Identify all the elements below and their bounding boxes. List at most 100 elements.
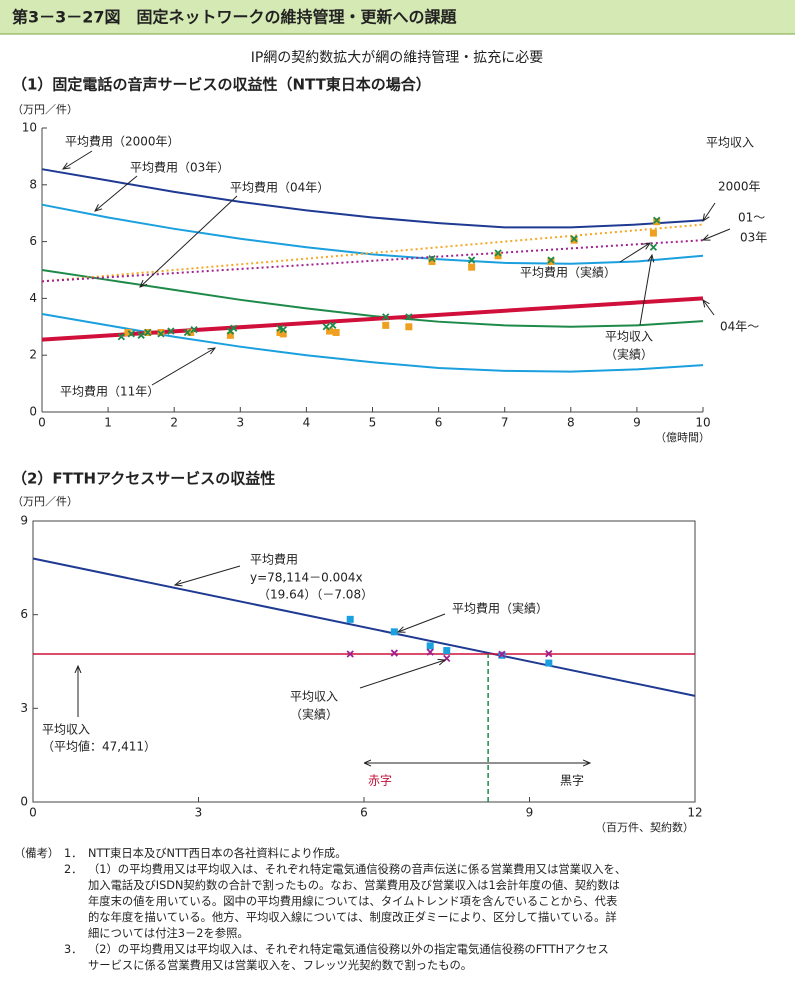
annotation: 平均費用（実績） [520,265,616,280]
annotation: 04年～ [720,320,759,334]
note-label [14,910,64,926]
note-num [64,894,88,910]
note-label [14,894,64,910]
point [124,328,132,336]
note-row: 年度末の値を用いている。図中の平均費用線については、タイムトレンド項を含んでいる… [14,894,789,910]
point [547,256,555,264]
arrow [398,613,446,632]
x-tick-label: 8 [567,416,575,430]
note-line: 的な年度を描いている。他方、平均収入線については、制度改正ダミーにより、区分して… [88,911,617,924]
annotation: 平均費用（04年） [230,180,329,195]
point [649,229,657,237]
point [137,331,145,339]
annotation: 平均収入 [290,690,338,704]
x-tick-label: 7 [501,416,509,430]
header-title: 第3－3－27図 固定ネットワークの維持管理・更新への課題 [12,8,458,27]
point [329,321,337,330]
annotation: 平均収入 [42,723,90,737]
x-tick-label: 9 [526,806,534,820]
point [426,648,434,656]
point [144,328,152,337]
note-line: 年度末の値を用いている。図中の平均費用線については、タイムトレンド項を含んでいる… [88,895,618,908]
plot-frame [32,520,696,803]
point [127,330,135,338]
subtitle: IP網の契約数拡大が網の維持管理・拡充に必要 [251,50,544,66]
note-num [64,958,88,974]
point [382,313,390,321]
note-label [14,862,64,878]
annotation: 平均費用（2000年） [65,134,180,149]
notes: （備考） 1． NTT東日本及びNTT西日本の各社資料により作成。 2． （1）の平均費… [14,846,789,974]
arrow [703,228,731,240]
note-num [64,910,88,926]
arrow [140,195,238,287]
annotation: 黒字 [560,773,584,788]
x-axis-label: （億時間） [655,431,710,444]
note-num: 3． [64,943,83,956]
point [545,659,553,667]
arrow [359,660,445,689]
x-tick-label: 0 [29,806,37,820]
annotation: （実績） [605,347,653,362]
line [41,269,704,328]
point [498,650,506,658]
arrow [639,255,652,326]
y-axis-label: （万円／件） [12,495,78,508]
point [157,328,165,336]
line [32,557,696,697]
chart-title: （1）固定電話の音声サービスの収益性（NTT東日本の場合） [12,76,431,94]
note-line: （2）の平均費用又は平均収入は、それぞれ特定電気通信役務以外の指定電気通信役務の… [88,943,609,956]
arrow [151,348,215,386]
point [322,323,330,331]
annotation: 平均収入 [605,330,653,344]
point [443,647,451,655]
annotation: 03年 [740,231,767,245]
point [183,328,192,337]
y-tick-label: 10 [22,121,37,135]
note-label [14,958,64,974]
annotation: 平均費用 [250,552,298,567]
point [332,328,340,336]
arrow [175,565,241,585]
line [41,203,704,265]
x-tick-label: 10 [695,416,710,430]
annotation: y=78,114－0.004x [250,571,363,585]
line [41,313,704,373]
point [494,252,502,260]
note-row: 的な年度を描いている。他方、平均収入線については、制度改正ダミーにより、区分して… [14,910,789,926]
arrow [619,243,650,263]
line [41,168,704,229]
point [405,323,413,331]
point [494,249,502,257]
y-axis-label: （万円／件） [12,103,78,116]
note-label [14,926,64,942]
x-axis-label: （百万件、契約数） [595,820,694,834]
point [279,326,287,334]
x-tick-label: 5 [369,416,377,430]
arrow [95,175,138,211]
note-label [14,942,64,958]
point [545,650,553,658]
y-tick-label: 2 [29,348,37,362]
point [428,257,436,265]
point [428,255,436,263]
arrow [703,202,716,221]
point [190,326,198,334]
y-tick-label: 6 [20,607,28,621]
point [649,243,658,251]
point [117,333,125,341]
x-tick-label: 2 [170,416,178,430]
x-tick-label: 3 [195,806,203,820]
point [157,330,165,338]
annotation: 2000年 [718,180,761,194]
point [390,649,398,657]
point [547,257,555,265]
note-num [64,878,88,894]
annotation: 平均費用（03年） [130,160,229,175]
point [653,216,661,224]
x-tick-label: 1 [104,416,112,430]
note-num: 2． [64,863,83,876]
point [382,321,390,329]
note-num [64,926,88,942]
